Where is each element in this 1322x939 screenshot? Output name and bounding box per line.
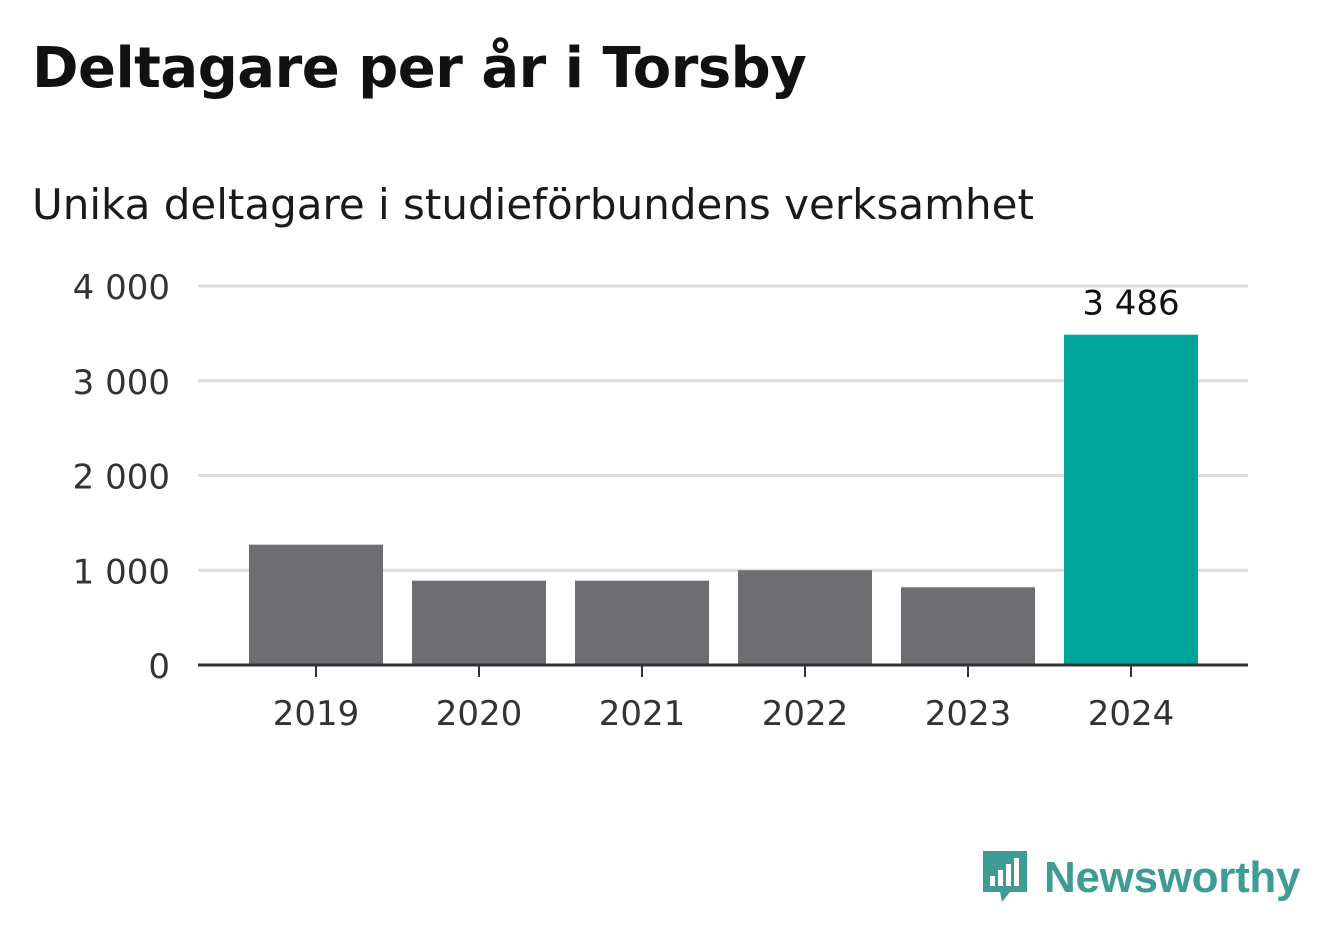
chart-subtitle: Unika deltagare i studieförbundens verks… — [32, 180, 1034, 229]
y-tick-label: 3 000 — [73, 363, 170, 403]
chart-title: Deltagare per år i Torsby — [32, 36, 807, 101]
bar-chart-speech-bubble-icon — [983, 851, 1027, 902]
x-tick-label: 2020 — [436, 694, 523, 734]
brand-name: Newsworthy — [1044, 853, 1301, 902]
bar-2022 — [738, 570, 872, 665]
y-axis-ticks: 0 1 000 2 000 3 000 4 000 — [73, 268, 170, 687]
bar-2023 — [901, 587, 1035, 665]
bar-2024 — [1064, 334, 1198, 665]
x-tick-label: 2023 — [925, 694, 1012, 734]
bar-2020 — [412, 580, 546, 665]
x-tick-label: 2022 — [762, 694, 849, 734]
x-tick-label: 2019 — [273, 694, 360, 734]
y-tick-label: 0 — [148, 647, 170, 687]
bar-2019 — [249, 544, 383, 665]
data-labels: 3 486 — [1082, 284, 1179, 324]
data-label: 3 486 — [1082, 284, 1179, 324]
bars — [249, 334, 1198, 665]
x-tick-label: 2024 — [1088, 694, 1175, 734]
y-tick-label: 1 000 — [73, 552, 170, 592]
x-tick-label: 2021 — [599, 694, 686, 734]
y-tick-label: 4 000 — [73, 268, 170, 308]
brand-logo: Newsworthy — [980, 848, 1300, 908]
x-axis: 2019 2020 2021 2022 2023 2024 — [198, 663, 1248, 734]
y-tick-label: 2 000 — [73, 458, 170, 498]
bar-2021 — [575, 580, 709, 665]
